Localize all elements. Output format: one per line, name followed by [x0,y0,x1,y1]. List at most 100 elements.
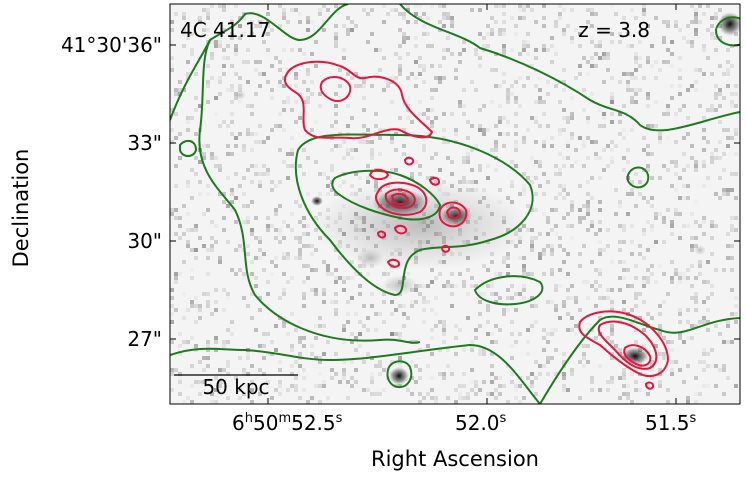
noise-pixel [318,324,322,328]
noise-pixel [442,332,446,336]
noise-pixel [598,156,602,160]
noise-pixel [522,84,526,88]
noise-pixel [506,100,510,104]
noise-pixel [566,192,570,196]
noise-pixel [562,88,566,92]
noise-pixel [530,296,534,300]
noise-pixel [622,240,626,244]
noise-pixel [406,316,410,320]
noise-pixel [562,116,566,120]
red-contour-core-4 [368,168,390,181]
noise-pixel [674,188,678,192]
noise-pixel [334,268,338,272]
noise-pixel [606,244,610,248]
noise-pixel [302,292,306,296]
noise-pixel [538,252,542,256]
noise-pixel [362,360,366,364]
noise-pixel [490,292,494,296]
noise-pixel [694,168,698,172]
noise-pixel [558,172,562,176]
noise-pixel [230,152,234,156]
noise-pixel [570,328,574,332]
noise-pixel [566,296,570,300]
noise-pixel [686,224,690,228]
noise-pixel [658,136,662,140]
noise-pixel [182,44,186,48]
noise-pixel [646,104,650,108]
noise-pixel [730,244,734,248]
noise-pixel [714,192,718,196]
noise-pixel [462,160,466,164]
green-contour-core [331,169,442,221]
noise-pixel [678,76,682,80]
noise-pixel [238,16,242,20]
noise-pixel [690,4,694,8]
noise-pixel [282,12,286,16]
noise-pixel [278,368,282,372]
noise-pixel [534,176,538,180]
noise-pixel [598,268,602,272]
noise-pixel [674,140,678,144]
noise-pixel [302,368,306,372]
noise-pixel [278,228,282,232]
noise-pixel [698,360,702,364]
noise-pixel [250,228,254,232]
noise-pixel [610,260,614,264]
noise-pixel [238,356,242,360]
noise-pixel [714,148,718,152]
noise-pixel [454,324,458,328]
noise-pixel [430,352,434,356]
noise-pixel [414,76,418,80]
noise-pixel [458,392,462,396]
noise-pixel [554,164,558,168]
noise-pixel [286,256,290,260]
noise-pixel [454,400,458,404]
noise-pixel [258,344,262,348]
noise-pixel [238,132,242,136]
noise-pixel [606,228,610,232]
noise-pixel [478,352,482,356]
noise-pixel [266,12,270,16]
noise-pixel [606,388,610,392]
noise-pixel [194,380,198,384]
noise-pixel [646,200,650,204]
noise-pixel [502,32,506,36]
noise-pixel [538,100,542,104]
noise-pixel [602,124,606,128]
noise-pixel [302,336,306,340]
noise-pixel [406,76,410,80]
noise-pixel [698,20,702,24]
noise-pixel [294,76,298,80]
noise-pixel [310,268,314,272]
noise-pixel [606,52,610,56]
noise-pixel [702,280,706,284]
noise-pixel [178,80,182,84]
noise-pixel [534,100,538,104]
noise-pixel [442,136,446,140]
noise-pixel [294,256,298,260]
noise-pixel [434,400,438,404]
noise-pixel [366,164,370,168]
noise-pixel [294,72,298,76]
noise-pixel [686,132,690,136]
noise-pixel [598,56,602,60]
noise-pixel [730,268,734,272]
noise-pixel [478,324,482,328]
noise-pixel [598,296,602,300]
noise-pixel [230,64,234,68]
noise-pixel [558,4,562,8]
noise-pixel [642,8,646,12]
noise-pixel [262,344,266,348]
noise-pixel [398,28,402,32]
noise-pixel [170,320,174,324]
noise-pixel [610,148,614,152]
noise-pixel [426,32,430,36]
noise-pixel [282,100,286,104]
noise-pixel [418,56,422,60]
noise-pixel [442,76,446,80]
noise-pixel [278,180,282,184]
noise-pixel [518,104,522,108]
noise-pixel [610,92,614,96]
noise-pixel [546,332,550,336]
noise-pixel [314,268,318,272]
